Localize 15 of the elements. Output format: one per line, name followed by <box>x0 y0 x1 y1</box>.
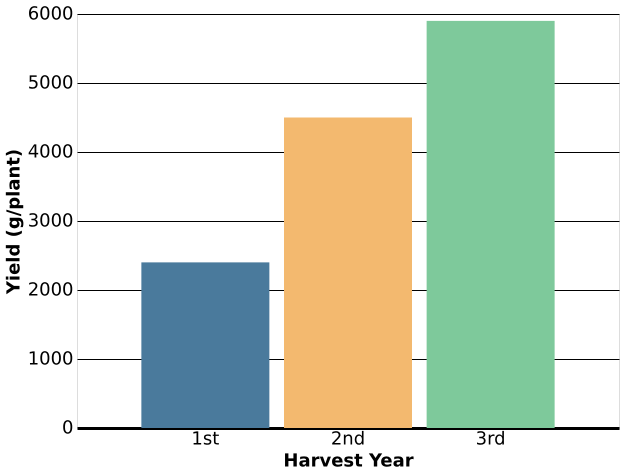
y-tick-label: 6000 <box>28 4 74 24</box>
y-tick-label: 3000 <box>28 210 74 232</box>
bar <box>426 20 555 428</box>
y-tick-label: 4000 <box>28 142 74 162</box>
x-tick-label: 1st <box>191 428 220 450</box>
y-tick-label: 2000 <box>28 280 74 300</box>
bar <box>141 262 270 428</box>
y-tick-label: 5000 <box>28 72 74 94</box>
y-tick-label: 0 <box>62 418 74 438</box>
bar <box>284 118 412 428</box>
x-tick-label: 3rd <box>476 428 506 450</box>
y-tick-label: 1000 <box>28 348 74 370</box>
x-tick-label: 2nd <box>330 428 366 450</box>
x-axis-title: Harvest Year <box>283 450 414 472</box>
y-axis-title: Yield (g/plant) <box>4 148 25 296</box>
